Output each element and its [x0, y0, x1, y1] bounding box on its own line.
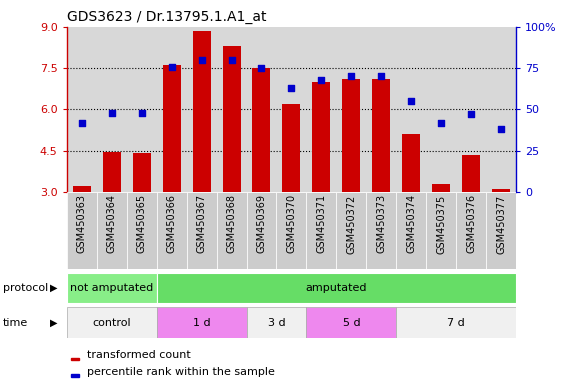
Text: not amputated: not amputated: [70, 283, 153, 293]
Point: [496, 126, 506, 132]
Point: [287, 85, 296, 91]
Bar: [282, 104, 300, 192]
Bar: [456, 192, 486, 269]
Text: amputated: amputated: [306, 283, 367, 293]
Point: [77, 119, 86, 126]
Point: [437, 119, 446, 126]
Text: GSM450368: GSM450368: [227, 194, 237, 253]
Text: protocol: protocol: [3, 283, 48, 293]
Bar: [126, 192, 157, 269]
Bar: [246, 192, 277, 269]
Bar: [336, 192, 367, 269]
Point: [227, 57, 236, 63]
Bar: [193, 31, 211, 192]
Text: GSM450376: GSM450376: [466, 194, 476, 253]
Text: ▶: ▶: [50, 283, 57, 293]
Bar: [277, 192, 306, 269]
Text: GSM450367: GSM450367: [197, 194, 206, 253]
Bar: [367, 192, 396, 269]
Text: transformed count: transformed count: [87, 350, 191, 360]
Text: GSM450377: GSM450377: [496, 194, 506, 253]
Bar: [306, 307, 396, 338]
Point: [347, 73, 356, 79]
Point: [317, 77, 326, 83]
Bar: [72, 187, 90, 192]
Text: GSM450375: GSM450375: [436, 194, 446, 253]
Bar: [372, 79, 390, 192]
Bar: [426, 192, 456, 269]
Point: [197, 57, 206, 63]
Bar: [67, 307, 157, 338]
Text: GSM450370: GSM450370: [287, 194, 296, 253]
Bar: [486, 192, 516, 269]
Bar: [187, 192, 216, 269]
Bar: [396, 307, 516, 338]
Bar: [252, 68, 270, 192]
Text: GSM450365: GSM450365: [137, 194, 147, 253]
Text: GSM450373: GSM450373: [376, 194, 386, 253]
Text: percentile rank within the sample: percentile rank within the sample: [87, 367, 275, 377]
Text: 1 d: 1 d: [193, 318, 211, 328]
Text: GSM450371: GSM450371: [317, 194, 327, 253]
Point: [107, 110, 116, 116]
Bar: [462, 155, 480, 192]
Bar: [246, 307, 306, 338]
Bar: [67, 273, 157, 303]
Bar: [216, 192, 246, 269]
Text: GSM450363: GSM450363: [77, 194, 86, 253]
Bar: [133, 154, 151, 192]
Bar: [97, 192, 126, 269]
Text: time: time: [3, 318, 28, 328]
Bar: [396, 192, 426, 269]
Bar: [492, 189, 510, 192]
Point: [257, 65, 266, 71]
Bar: [162, 65, 180, 192]
Bar: [313, 82, 331, 192]
Bar: [157, 307, 246, 338]
Text: GDS3623 / Dr.13795.1.A1_at: GDS3623 / Dr.13795.1.A1_at: [67, 10, 266, 25]
Point: [377, 73, 386, 79]
Bar: [403, 134, 420, 192]
Point: [137, 110, 146, 116]
Point: [167, 63, 176, 70]
Bar: [71, 374, 79, 377]
Text: GSM450366: GSM450366: [166, 194, 176, 253]
Text: GSM450374: GSM450374: [407, 194, 416, 253]
Text: control: control: [92, 318, 131, 328]
Bar: [342, 79, 360, 192]
Bar: [432, 184, 450, 192]
Bar: [103, 152, 121, 192]
Text: 3 d: 3 d: [267, 318, 285, 328]
Text: GSM450372: GSM450372: [346, 194, 356, 253]
Text: 5 d: 5 d: [343, 318, 360, 328]
Text: GSM450369: GSM450369: [256, 194, 266, 253]
Text: 7 d: 7 d: [447, 318, 465, 328]
Text: GSM450364: GSM450364: [107, 194, 117, 253]
Bar: [306, 192, 336, 269]
Text: ▶: ▶: [50, 318, 57, 328]
Bar: [157, 192, 187, 269]
Point: [407, 98, 416, 104]
Bar: [67, 192, 97, 269]
Bar: [157, 273, 516, 303]
Point: [467, 111, 476, 118]
Bar: [71, 358, 79, 360]
Bar: [223, 46, 241, 192]
